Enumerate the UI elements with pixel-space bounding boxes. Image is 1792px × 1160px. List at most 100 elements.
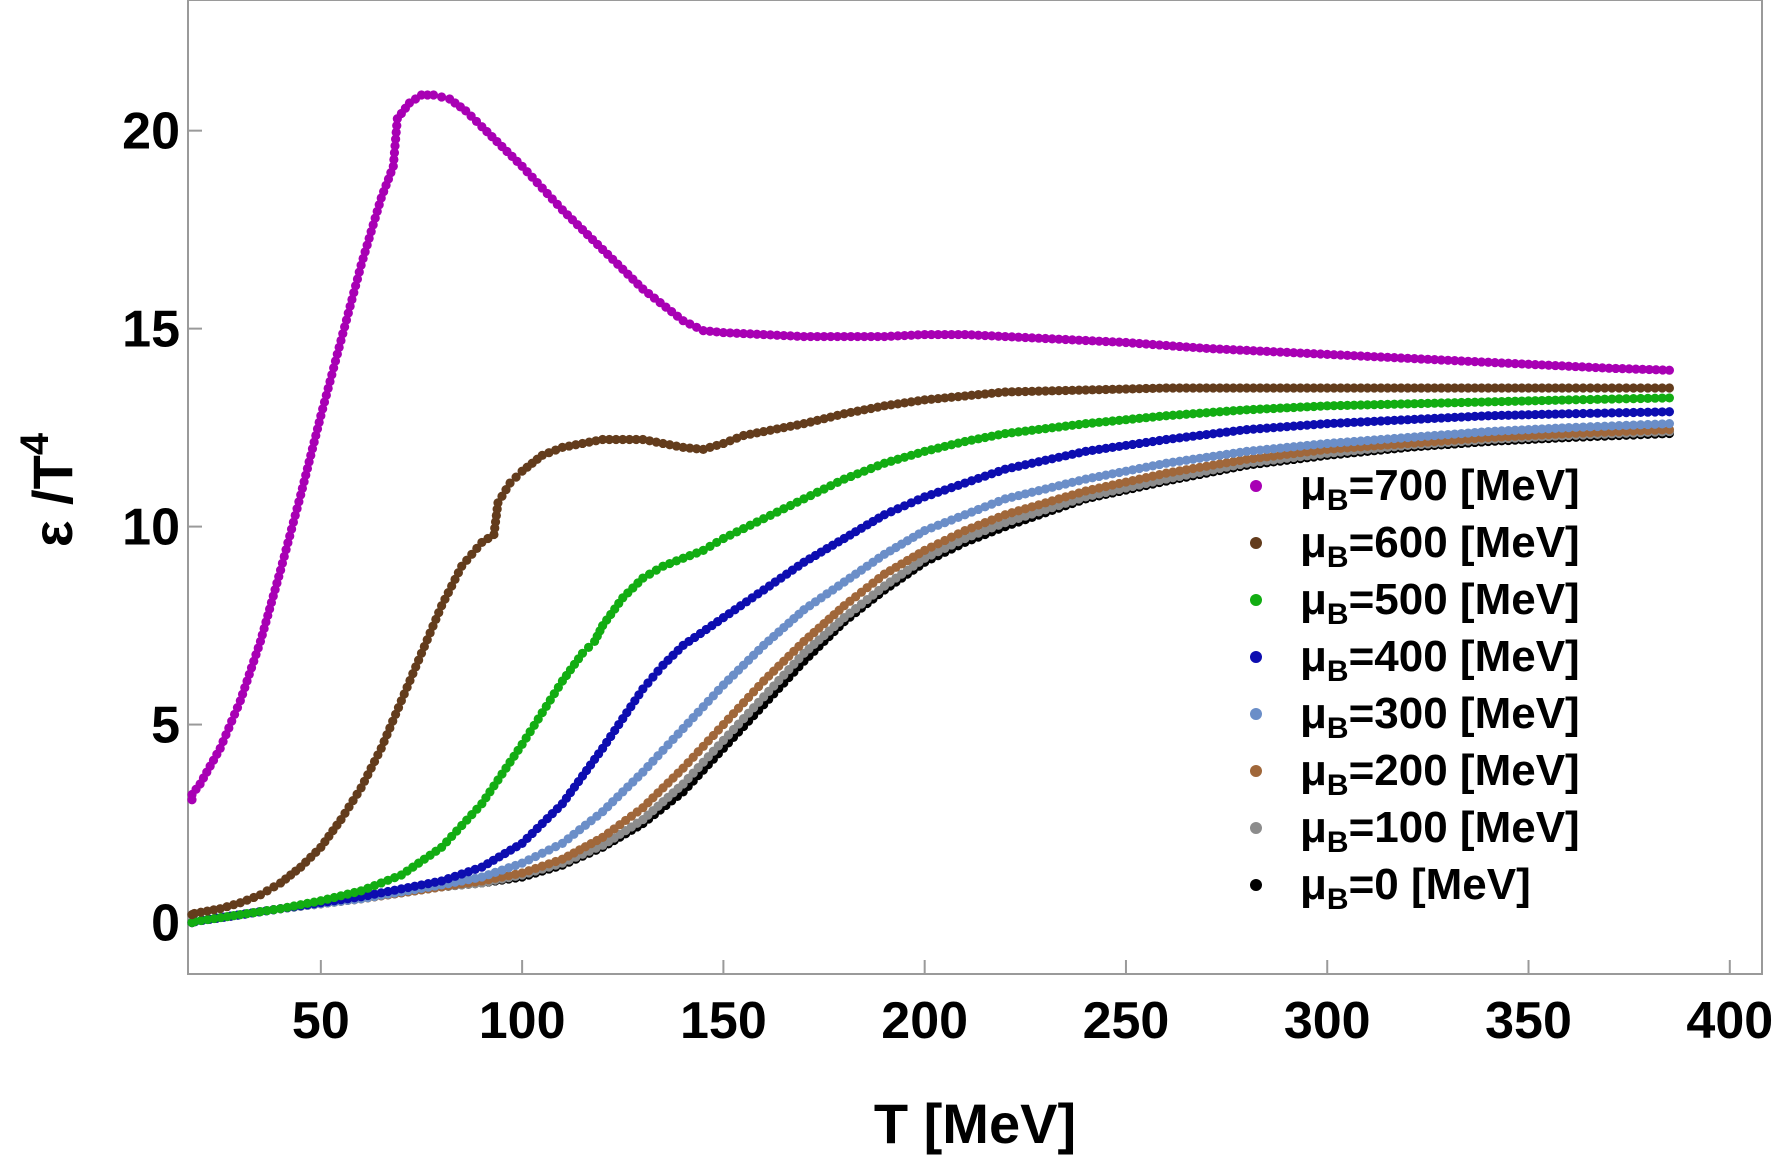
data-point (1403, 383, 1413, 393)
data-point (1362, 435, 1373, 446)
data-point (1450, 398, 1460, 408)
data-point (1429, 398, 1440, 408)
data-point (993, 331, 1004, 341)
data-point (1000, 387, 1010, 397)
data-point (1356, 383, 1366, 393)
legend-label-prefix: μ (1300, 689, 1327, 738)
legend-label-rest: =0 [MeV] (1349, 860, 1531, 909)
data-point (691, 444, 702, 454)
data-point (1014, 387, 1024, 397)
data-point (1636, 393, 1646, 404)
data-point (1376, 383, 1386, 393)
data-point (1094, 385, 1104, 395)
data-point (1510, 410, 1520, 420)
data-point (1221, 427, 1232, 437)
data-point (1275, 443, 1285, 453)
data-point (1409, 432, 1420, 442)
data-point (1242, 405, 1252, 415)
data-point (269, 882, 279, 892)
y-tick-label: 10 (122, 499, 180, 557)
data-point (1362, 383, 1373, 393)
data-point (1597, 363, 1607, 373)
legend-marker (1250, 822, 1262, 834)
legend-label-sub: B (1327, 826, 1349, 859)
legend-label-sub: B (1327, 598, 1349, 631)
data-point (1650, 419, 1660, 429)
data-point (698, 326, 708, 336)
data-point (839, 331, 849, 342)
data-point (1436, 355, 1446, 365)
data-point (1295, 421, 1306, 431)
data-point (1302, 402, 1312, 412)
series-1 (187, 383, 1675, 920)
data-point (886, 331, 896, 341)
data-point (1604, 363, 1614, 373)
legend-marker (1250, 537, 1262, 549)
legend-item: μB=100 [MeV] (1250, 803, 1580, 859)
data-point (1614, 394, 1624, 404)
data-point (1517, 410, 1527, 420)
data-point (1517, 425, 1527, 435)
data-point (1349, 436, 1359, 447)
data-point (501, 485, 511, 495)
x-axis-title: T [MeV] (874, 1092, 1076, 1155)
data-point (1664, 419, 1675, 429)
data-point (1628, 407, 1639, 418)
legend-label: μB=0 [MeV] (1300, 860, 1531, 916)
data-point (1657, 383, 1667, 393)
x-tick-label: 350 (1485, 992, 1572, 1050)
data-point (1356, 400, 1366, 410)
data-point (1530, 424, 1540, 434)
data-point (1490, 358, 1500, 368)
data-point (1557, 383, 1567, 393)
data-point (1342, 350, 1352, 360)
legend-label-sub: B (1327, 484, 1349, 517)
data-point (1020, 332, 1030, 343)
data-point (1275, 450, 1285, 460)
data-point (1255, 423, 1265, 434)
data-point (1242, 454, 1252, 464)
data-point (1268, 347, 1279, 357)
data-point (1289, 402, 1299, 413)
data-point (1571, 422, 1581, 432)
data-point (1537, 409, 1547, 420)
data-point (933, 393, 943, 404)
data-point (1443, 355, 1453, 365)
data-point (1040, 333, 1051, 344)
data-point (1490, 397, 1500, 407)
data-point (262, 886, 272, 896)
data-point (1168, 434, 1178, 444)
data-point (1636, 420, 1646, 430)
data-point (1429, 383, 1440, 393)
y-axis-title-sup: 4 (13, 432, 57, 455)
data-point (391, 134, 401, 144)
data-point (1643, 383, 1653, 393)
legend-label: μB=500 [MeV] (1300, 575, 1580, 631)
data-point (1503, 410, 1513, 420)
legend-item: μB=0 [MeV] (1250, 860, 1531, 916)
data-point (920, 395, 930, 405)
data-point (1383, 383, 1393, 393)
data-point (1389, 383, 1399, 393)
data-point (879, 331, 890, 342)
data-point (1383, 352, 1393, 362)
data-point (1362, 400, 1373, 410)
data-point (873, 331, 883, 342)
data-point (1456, 383, 1467, 393)
legend-label-sub: B (1327, 769, 1349, 802)
data-point (389, 154, 399, 165)
data-point (1067, 335, 1077, 345)
data-point (1087, 385, 1098, 395)
data-point (255, 890, 266, 900)
data-point (1047, 423, 1057, 433)
x-tick-label: 100 (479, 992, 566, 1050)
data-point (1571, 383, 1581, 393)
data-point (1537, 424, 1547, 434)
data-point (1336, 418, 1346, 428)
data-point (1517, 396, 1527, 406)
data-point (1523, 410, 1534, 420)
data-point (1510, 396, 1520, 406)
data-point (1067, 420, 1077, 430)
data-point (1027, 386, 1037, 396)
data-point (1423, 398, 1433, 408)
